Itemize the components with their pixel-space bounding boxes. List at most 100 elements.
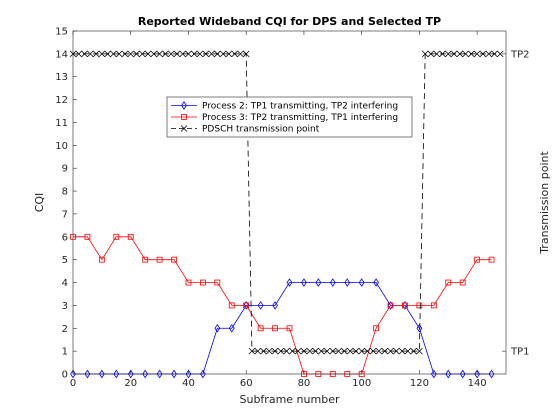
diamond-marker <box>181 101 187 110</box>
x-marker <box>375 347 383 355</box>
y-tick-label: 6 <box>62 232 68 243</box>
square-marker <box>214 279 221 286</box>
x-marker <box>387 347 394 355</box>
y-tick-label: 2 <box>62 324 68 335</box>
x-marker <box>317 347 325 355</box>
square-marker <box>488 256 495 263</box>
x-marker <box>92 50 100 58</box>
x-marker <box>208 50 215 58</box>
square-marker <box>402 302 408 309</box>
x-tick-label: 0 <box>70 378 76 389</box>
x-marker <box>185 50 192 58</box>
square-marker <box>181 114 187 120</box>
diamond-marker <box>430 369 437 379</box>
x-marker <box>81 50 88 58</box>
x-marker <box>439 50 446 58</box>
x-marker <box>312 347 319 355</box>
y-tick-label: 0 <box>62 370 68 381</box>
square-marker <box>156 256 163 263</box>
x-marker <box>404 347 412 355</box>
x-marker <box>427 50 435 58</box>
x-marker <box>473 50 481 58</box>
y-tick-label: 10 <box>55 141 68 152</box>
x-marker <box>398 347 406 355</box>
diamond-marker <box>185 369 192 379</box>
legend-box <box>166 96 413 138</box>
x-marker <box>237 50 244 58</box>
x-marker <box>121 50 129 58</box>
x-marker <box>289 347 296 355</box>
x-marker <box>231 50 238 58</box>
square-marker <box>286 325 293 332</box>
x-marker <box>491 50 498 58</box>
diamond-marker <box>257 301 264 310</box>
x-marker <box>180 125 188 132</box>
diamond-marker <box>70 369 76 379</box>
x-marker <box>110 50 117 58</box>
x-marker <box>341 347 348 355</box>
diamond-marker <box>373 278 379 287</box>
x-marker <box>306 347 313 355</box>
square-marker <box>474 256 481 263</box>
diamond-marker <box>286 278 293 287</box>
diamond-marker <box>156 369 163 379</box>
square-marker <box>199 279 206 286</box>
x-marker <box>104 50 111 58</box>
x-marker <box>115 50 123 58</box>
x-marker <box>381 347 389 355</box>
x-marker <box>156 50 163 58</box>
square-marker <box>243 302 250 309</box>
x-marker <box>456 50 464 58</box>
x-marker <box>485 50 492 58</box>
x-marker <box>462 50 469 58</box>
diamond-marker <box>142 369 149 379</box>
legend-item: Process 2: TP1 transmitting, TP2 interfe… <box>171 101 398 112</box>
x-marker <box>150 50 158 58</box>
diamond-marker <box>416 323 423 333</box>
y-axis-label: CQI <box>33 193 46 213</box>
square-marker <box>98 256 105 263</box>
x-marker <box>144 50 152 58</box>
x-marker <box>358 347 365 355</box>
diamond-marker <box>200 369 206 379</box>
x-marker <box>393 347 400 355</box>
y-tick-label: 3 <box>62 301 68 312</box>
diamond-marker <box>445 369 452 379</box>
x-marker <box>277 347 285 355</box>
diamond-marker <box>329 278 336 287</box>
x-marker <box>87 50 94 58</box>
x-tick-label: 80 <box>298 378 311 389</box>
y-tick-label: 13 <box>55 72 68 83</box>
x-marker <box>433 50 441 58</box>
x-tick-label: 100 <box>352 378 371 389</box>
x-marker <box>248 347 256 355</box>
diamond-marker <box>98 369 105 379</box>
diamond-marker <box>488 369 495 379</box>
y2-tick-label: TP2 <box>510 49 530 60</box>
legend-label: Process 2: TP1 transmitting, TP2 interfe… <box>202 102 398 112</box>
x-marker <box>444 50 452 58</box>
x-marker <box>266 347 273 355</box>
diamond-marker <box>315 278 322 287</box>
diamond-marker <box>214 323 221 333</box>
x-marker <box>283 347 290 355</box>
y-tick-label: 5 <box>62 255 68 266</box>
x-marker <box>173 50 181 58</box>
y2-axis-label: Transmission point <box>538 151 551 255</box>
plot-area <box>73 31 506 374</box>
x-marker <box>479 50 487 58</box>
x-marker <box>190 50 198 58</box>
series-3 <box>69 50 504 355</box>
x-marker <box>352 347 360 355</box>
chart-title: Reported Wideband CQI for DPS and Select… <box>138 15 441 28</box>
x-marker <box>214 50 221 58</box>
x-marker <box>167 50 175 58</box>
x-marker <box>294 347 302 355</box>
x-marker <box>196 50 204 58</box>
plot-frame <box>72 30 507 375</box>
x-marker <box>225 50 233 58</box>
legend-label: PDSCH transmission point <box>202 125 320 135</box>
x-marker <box>468 50 475 58</box>
diamond-marker <box>243 301 250 310</box>
diamond-marker <box>272 301 278 310</box>
